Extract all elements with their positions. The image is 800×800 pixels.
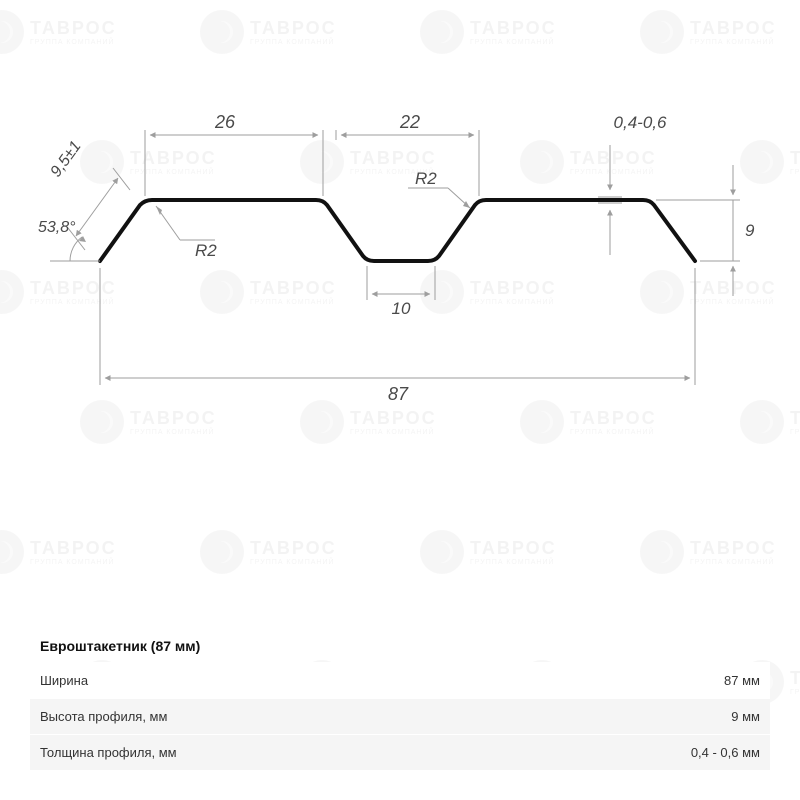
spec-row: Высота профиля, мм 9 мм (30, 698, 770, 734)
dim-top-22 (336, 130, 479, 196)
dim-label-r2-center: R2 (415, 169, 437, 188)
spec-title: Евроштакетник (87 мм) (30, 630, 770, 662)
dim-top-26 (145, 130, 323, 196)
spec-value: 0,4 - 0,6 мм (691, 745, 760, 760)
dim-side-length (68, 168, 130, 250)
spec-block: Евроштакетник (87 мм) Ширина 87 мм Высот… (30, 630, 770, 770)
dim-label-9: 9 (745, 221, 755, 240)
dim-bottom-10 (367, 266, 435, 300)
spec-label: Ширина (40, 673, 88, 688)
dim-label-87: 87 (388, 384, 409, 404)
dim-label-26: 26 (214, 112, 236, 132)
dim-label-r2-left: R2 (195, 241, 217, 260)
dim-label-thickness: 0,4-0,6 (614, 113, 667, 132)
spec-label: Толщина профиля, мм (40, 745, 177, 760)
spec-value: 87 мм (724, 673, 760, 688)
dim-label-10: 10 (392, 299, 411, 318)
spec-label: Высота профиля, мм (40, 709, 167, 724)
dim-overall-87 (100, 268, 695, 385)
dim-height-9 (656, 165, 740, 296)
profile-diagram: 26 22 0,4-0,6 9,5±1 53,8° R2 R2 (0, 0, 800, 560)
spec-value: 9 мм (731, 709, 760, 724)
dim-label-angle: 53,8° (38, 219, 76, 236)
profile-path (100, 200, 695, 261)
dim-label-side: 9,5±1 (47, 138, 84, 180)
spec-row: Толщина профиля, мм 0,4 - 0,6 мм (30, 734, 770, 770)
dim-label-22: 22 (399, 112, 420, 132)
dim-angle (50, 236, 100, 261)
leader-r2-center (408, 188, 470, 208)
spec-row: Ширина 87 мм (30, 662, 770, 698)
leader-r2-left (156, 206, 215, 240)
